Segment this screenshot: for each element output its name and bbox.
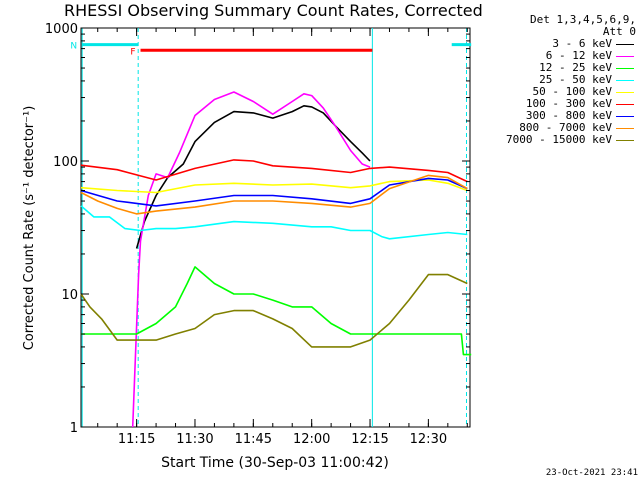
legend-entry-label: 100 - 300 keV xyxy=(525,97,612,110)
series-line-5 xyxy=(80,159,468,183)
legend-entry-swatch xyxy=(616,128,634,129)
y-axis-ticks: 1 10 100 1000 xyxy=(45,22,470,436)
chart-title: RHESSI Observing Summary Count Rates, Co… xyxy=(64,1,483,20)
legend-entry: 3 - 6 keV xyxy=(480,38,636,50)
x-tick-label-2: 11:45 xyxy=(235,432,272,447)
y-tick-label-2: 100 xyxy=(53,155,78,170)
x-tick-label-0: 11:15 xyxy=(118,432,155,447)
series-lines xyxy=(80,91,472,428)
legend-entry-swatch xyxy=(616,80,634,81)
legend-entry: 25 - 50 keV xyxy=(480,74,636,86)
legend-entry-swatch xyxy=(616,44,634,45)
x-tick-label-3: 12:00 xyxy=(293,432,330,447)
series-line-4 xyxy=(80,179,468,194)
legend-entry-label: 6 - 12 keV xyxy=(545,49,612,62)
flag-N-label: N xyxy=(70,42,77,52)
series-line-8 xyxy=(80,273,468,348)
legend-header-detectors: Det 1,3,4,5,6,9, xyxy=(530,13,636,26)
legend-entry: 300 - 800 keV xyxy=(480,110,636,122)
x-axis-ticks: 11:15 11:30 11:45 12:00 12:15 12:30 xyxy=(97,28,468,447)
legend-entry-swatch xyxy=(616,56,634,57)
flag-bars: NF xyxy=(70,42,472,57)
series-line-3 xyxy=(80,205,468,240)
legend-entry-label: 50 - 100 keV xyxy=(532,85,612,98)
y-tick-label-1: 10 xyxy=(61,288,78,303)
flag-F-label: F xyxy=(130,47,135,57)
y-axis-label: Corrected Count Rate (s⁻¹ detector⁻¹) xyxy=(22,106,37,351)
legend-entry-swatch xyxy=(616,116,634,117)
legend: Det 1,3,4,5,6,9, Att 0 3 - 6 keV 6 - 12 k… xyxy=(480,14,636,146)
series-line-2 xyxy=(81,266,472,356)
legend-entry-swatch xyxy=(616,140,634,141)
vertical-markers xyxy=(81,28,467,427)
legend-entry-label: 800 - 7000 keV xyxy=(519,121,612,134)
legend-entry: 7000 - 15000 keV xyxy=(480,134,636,146)
series-line-6 xyxy=(80,177,468,207)
plot-frame xyxy=(80,27,471,428)
x-axis-label: Start Time (30-Sep-03 11:00:42) xyxy=(161,455,389,471)
generation-timestamp: 23-Oct-2021 23:41 xyxy=(545,468,638,478)
y-tick-label-3: 1000 xyxy=(45,22,78,37)
legend-entry-swatch xyxy=(616,92,634,93)
legend-entry-swatch xyxy=(616,68,634,69)
legend-header-attenuator: Att 0 xyxy=(602,25,636,38)
series-line-7 xyxy=(80,174,468,215)
legend-entry: 800 - 7000 keV xyxy=(480,122,636,134)
legend-entry: 12 - 25 keV xyxy=(480,62,636,74)
legend-entry-label: 25 - 50 keV xyxy=(539,73,612,86)
series-line-1 xyxy=(131,91,371,428)
legend-entry: 6 - 12 keV xyxy=(480,50,636,62)
legend-entry: 50 - 100 keV xyxy=(480,86,636,98)
x-tick-label-4: 12:15 xyxy=(351,432,388,447)
legend-entry-label: 300 - 800 keV xyxy=(525,109,612,122)
legend-entry: 100 - 300 keV xyxy=(480,98,636,110)
legend-entry-label: 3 - 6 keV xyxy=(552,37,612,50)
x-tick-label-5: 12:30 xyxy=(410,432,447,447)
legend-entry-label: 7000 - 15000 keV xyxy=(506,133,612,146)
x-tick-label-1: 11:30 xyxy=(176,432,213,447)
legend-entries: 3 - 6 keV 6 - 12 keV 12 - 25 keV 25 - 50 ke… xyxy=(480,38,636,146)
legend-entry-swatch xyxy=(616,104,634,105)
legend-entry-label: 12 - 25 keV xyxy=(539,61,612,74)
y-tick-label-0: 1 xyxy=(70,421,78,436)
